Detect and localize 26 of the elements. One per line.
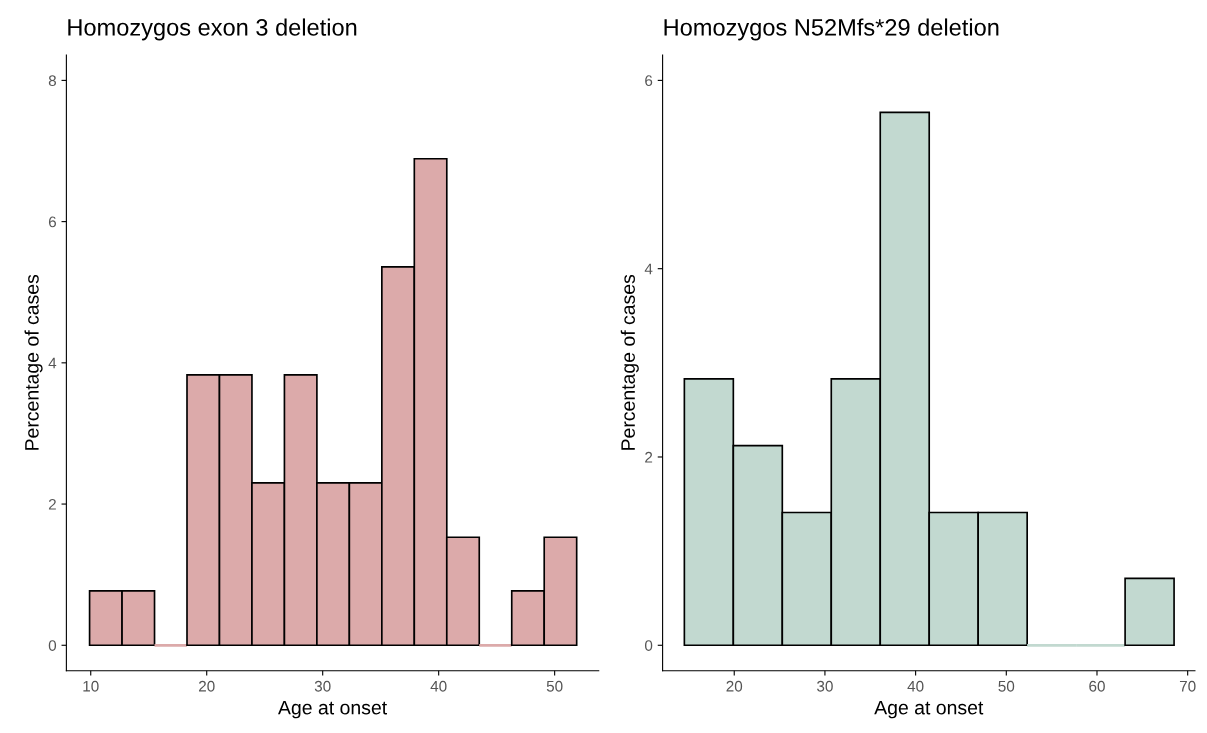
x-tick-label: 50 [998,680,1015,692]
y-tick-label: 2 [645,451,653,463]
x-axis-title: Age at onset [874,700,984,719]
chart-title: Homozygos exon 3 deletion [68,18,357,41]
y-tick-label: 6 [48,216,56,228]
x-tick-label: 30 [314,680,331,692]
x-tick-label: 40 [907,680,924,692]
x-tick-label: 60 [1089,680,1105,692]
x-tick-label: 20 [726,680,743,692]
x-tick-label: 40 [430,680,447,692]
x-tick-label: 20 [198,680,215,692]
y-tick-label: 4 [48,357,57,369]
x-axis-title: Age at onset [278,700,387,719]
chart-title: Homozygos N52Mfs*29 deletion [664,18,999,41]
x-tick-label: 10 [83,680,99,692]
x-tick-label: 30 [817,680,833,692]
y-tick-label: 0 [644,640,653,651]
y-tick-label: 4 [644,263,653,275]
y-axis-title: Percentage of cases [620,274,639,450]
y-tick-label: 8 [48,75,56,87]
x-tick-label: 70 [1179,680,1196,692]
x-tick-label: 50 [546,680,563,692]
y-tick-label: 0 [48,640,57,651]
y-axis-title: Percentage of cases [24,274,43,450]
y-tick-label: 6 [645,75,653,87]
y-tick-label: 2 [48,498,56,510]
